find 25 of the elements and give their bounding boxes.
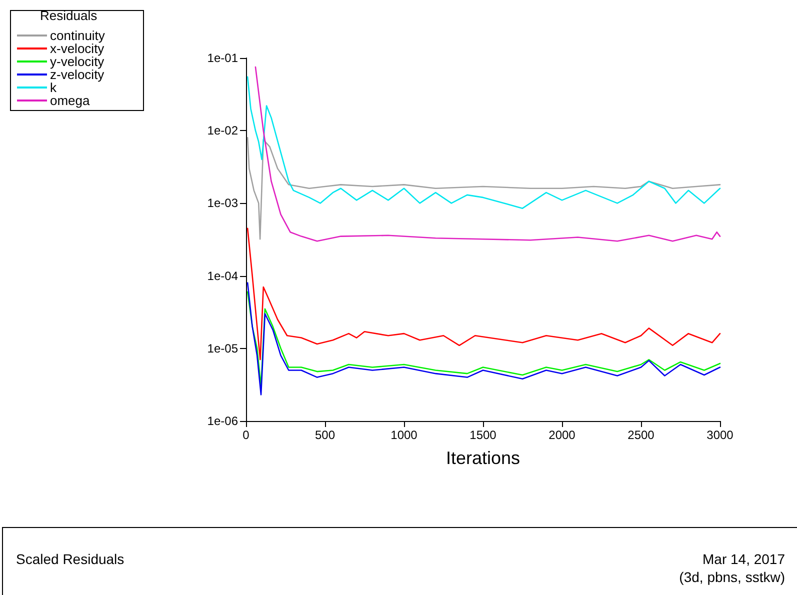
y-tick-label: 1e-03 [207,196,238,210]
x-tick-label: 500 [314,428,336,442]
line-series [246,76,721,209]
legend-label: k [50,80,57,95]
y-tick-label: 1e-01 [207,51,238,65]
x-tick-label: 2000 [548,428,576,442]
legend-label: omega [50,93,91,108]
x-axis-title: Iterations [446,448,520,468]
legend-label: continuity [50,28,106,43]
x-tick-label: 3000 [706,428,734,442]
x-tick-label: 0 [242,428,250,442]
y-tick-label: 1e-05 [207,341,238,356]
line-series [254,66,721,242]
x-tick-label: 1000 [390,428,418,442]
y-tick-label: 1e-04 [207,268,238,283]
line-series [246,228,721,360]
y-tick-label: 1e-06 [207,414,238,428]
text: (3d, pbns, sstkw) [679,569,786,585]
text: Mar 14, 2017 [702,551,786,567]
y-tick-label: 1e-02 [207,124,238,138]
x-tick-label: 1500 [470,428,497,442]
line-series [246,136,721,240]
text: Scaled Residuals [16,551,124,567]
legend-title: Residuals [40,8,98,23]
x-tick-label: 2500 [628,428,655,442]
